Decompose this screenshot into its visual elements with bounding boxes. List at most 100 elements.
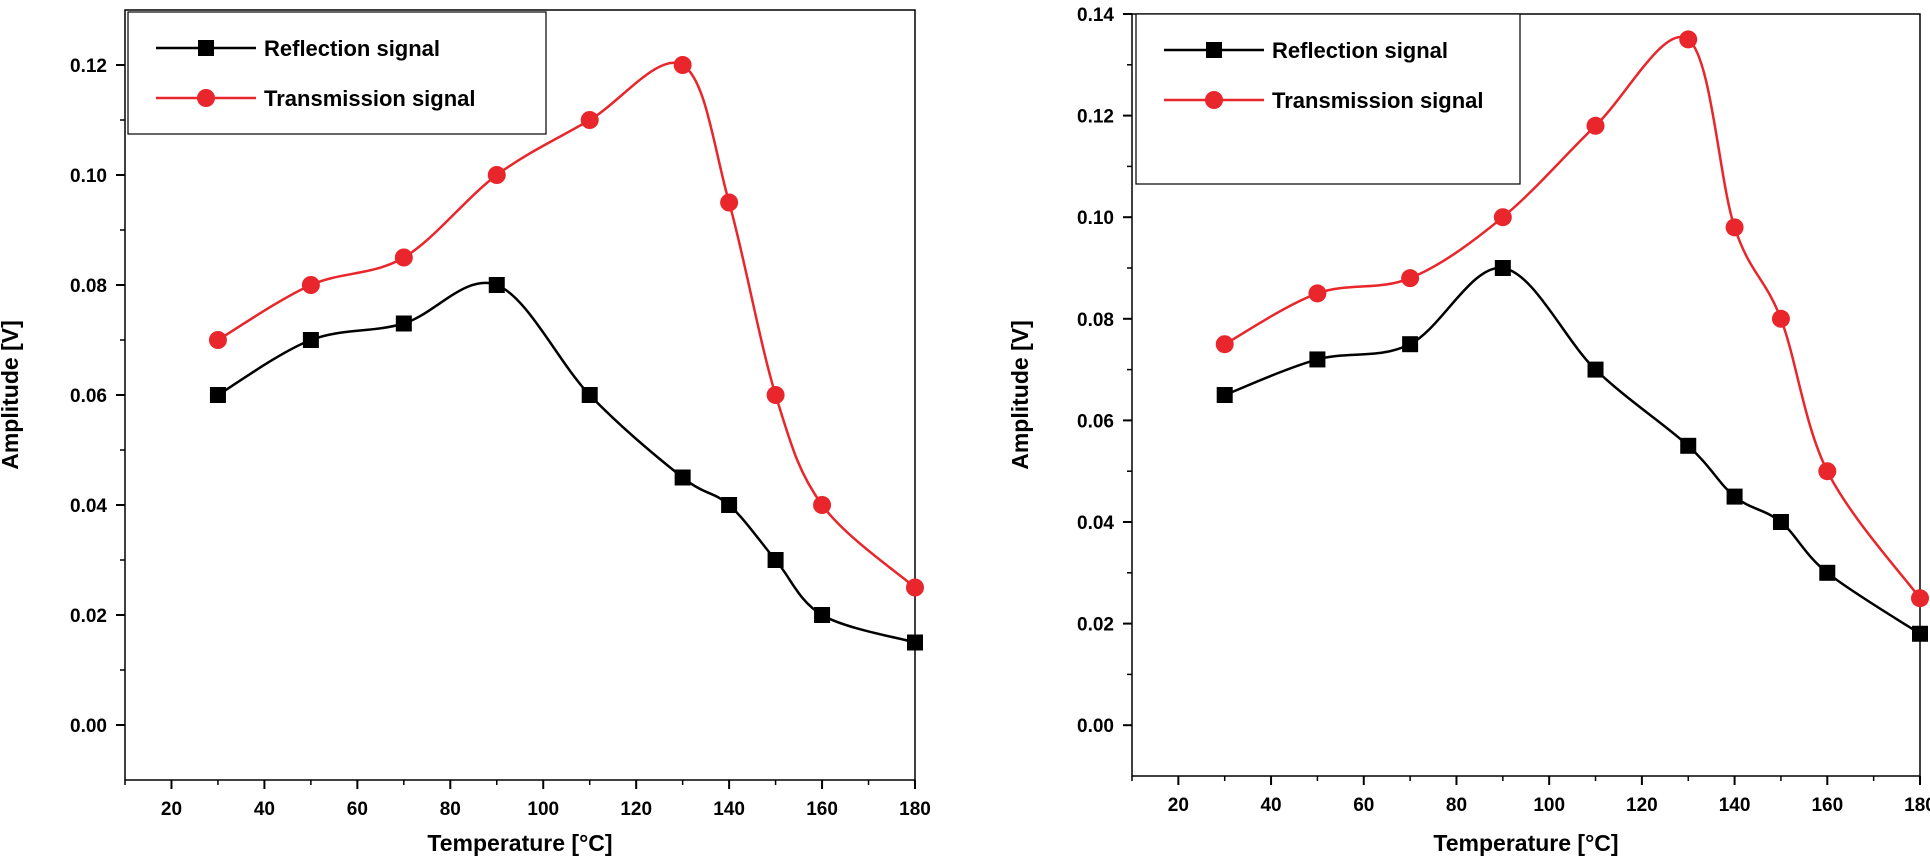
reflection-data-point: [814, 607, 831, 623]
reflection-series-line: [217, 281, 915, 644]
reflection-data-point: [395, 315, 412, 332]
transmission-series-line: [1224, 35, 1920, 599]
reflection-data-point: [1726, 488, 1743, 505]
x-tick-label: 120: [1626, 795, 1658, 816]
reflection-data-point: [1494, 260, 1511, 276]
reflection-series-line: [1224, 266, 1920, 635]
legend-circle-marker: [1205, 91, 1223, 109]
x-axis-title: Temperature [°C]: [1433, 830, 1618, 856]
y-tick-label: 0.00: [70, 716, 107, 737]
y-tick-label: 0.10: [70, 166, 107, 187]
reflection-data-point: [302, 332, 319, 348]
legend: Reflection signal Transmission signal: [1135, 13, 1521, 185]
legend-label: Reflection signal: [264, 36, 440, 61]
x-tick-label: 40: [254, 799, 275, 820]
legend-box: [127, 11, 547, 135]
x-tick-label: 80: [440, 799, 461, 820]
y-tick-label: 0.08: [70, 276, 107, 297]
reflection-data-point: [674, 469, 691, 486]
reflection-data-point: [1402, 336, 1419, 353]
transmission-data-point: [208, 331, 227, 349]
marker-layer: [1215, 30, 1929, 642]
y-tick-label: 0.02: [1077, 615, 1114, 636]
series-layer: [1224, 35, 1920, 635]
legend-square-marker: [198, 40, 214, 56]
reflection-data-point: [1587, 361, 1604, 378]
legend-circle-marker: [197, 89, 215, 107]
transmission-series-line: [217, 61, 915, 589]
x-tick-label: 180: [899, 799, 931, 820]
y-tick-label: 0.04: [1077, 513, 1114, 534]
transmission-data-point: [1679, 30, 1698, 49]
legend-label: Transmission signal: [1272, 88, 1484, 113]
legend: Reflection signal Transmission signal: [127, 11, 547, 135]
transmission-data-point: [301, 276, 320, 294]
y-tick-label: 0.10: [1077, 208, 1114, 229]
transmission-data-point: [1493, 208, 1512, 227]
transmission-data-point: [1818, 462, 1837, 481]
reflection-data-point: [907, 634, 923, 651]
x-tick-label: 160: [1811, 795, 1843, 816]
transmission-data-point: [1911, 589, 1929, 608]
reflection-data-point: [767, 552, 784, 568]
transmission-data-point: [580, 111, 599, 129]
y-tick-label: 0.08: [1077, 310, 1114, 331]
transmission-data-point: [766, 386, 785, 404]
y-tick-label: 0.12: [1077, 107, 1114, 128]
transmission-data-point: [673, 56, 692, 74]
reflection-data-point: [1772, 514, 1789, 530]
transmission-data-point: [394, 248, 413, 267]
x-tick-label: 180: [1904, 795, 1930, 816]
plot-frame: [1131, 13, 1921, 777]
x-tick-label: 40: [1260, 795, 1281, 816]
x-tick-label: 140: [1719, 795, 1751, 816]
reflection-data-point: [1819, 564, 1836, 581]
x-tick-label: 140: [713, 799, 745, 820]
x-tick-label: 160: [806, 799, 838, 820]
x-tick-label: 100: [527, 799, 559, 820]
series-layer: [217, 61, 915, 644]
transmission-data-point: [1725, 218, 1744, 237]
x-tick-label: 60: [1353, 795, 1374, 816]
transmission-data-point: [487, 166, 506, 184]
reflection-data-point: [1216, 387, 1233, 403]
transmission-data-point: [1771, 309, 1790, 328]
legend-label: Transmission signal: [264, 86, 476, 111]
transmission-data-point: [1401, 269, 1420, 288]
marker-layer: [208, 56, 924, 651]
transmission-data-point: [813, 496, 832, 514]
x-tick-label: 60: [347, 799, 368, 820]
transmission-data-point: [1308, 284, 1327, 303]
transmission-data-point: [906, 578, 924, 597]
y-tick-label: 0.14: [1077, 5, 1114, 26]
reflection-data-point: [488, 277, 505, 293]
y-tick-label: 0.00: [1077, 716, 1114, 737]
y-tick-label: 0.06: [1077, 411, 1114, 432]
transmission-data-point: [1215, 335, 1234, 354]
reflection-data-point: [581, 387, 598, 403]
reflection-data-point: [1309, 351, 1326, 368]
x-tick-label: 20: [161, 799, 182, 820]
x-tick-label: 80: [1446, 795, 1467, 816]
legend-square-marker: [1206, 42, 1222, 58]
reflection-data-point: [721, 497, 738, 513]
right-chart-panel: 0.00 0.02 0.04 0.06 0.08 0.10 0.12 0.14 20 40 60 80…: [1007, 5, 1930, 856]
reflection-data-point: [209, 387, 226, 403]
reflection-data-point: [1680, 437, 1697, 454]
y-tick-label: 0.02: [70, 606, 107, 627]
y-tick-label: 0.12: [70, 56, 107, 77]
legend-label: Reflection signal: [1272, 38, 1448, 63]
x-tick-label: 100: [1533, 795, 1565, 816]
y-axis-title: Amplitude [V]: [1007, 320, 1033, 470]
x-tick-label: 120: [620, 799, 652, 820]
x-tick-label: 20: [1168, 795, 1189, 816]
y-tick-label: 0.04: [70, 496, 107, 517]
y-axis-title: Amplitude [V]: [0, 320, 23, 470]
left-chart-panel: 0.00 0.02 0.04 0.06 0.08 0.10 0.12 20 40 60 80 100 1…: [0, 9, 931, 856]
transmission-data-point: [1586, 116, 1605, 135]
transmission-data-point: [720, 193, 739, 212]
reflection-data-point: [1912, 625, 1928, 642]
x-axis-title: Temperature [°C]: [427, 830, 612, 856]
